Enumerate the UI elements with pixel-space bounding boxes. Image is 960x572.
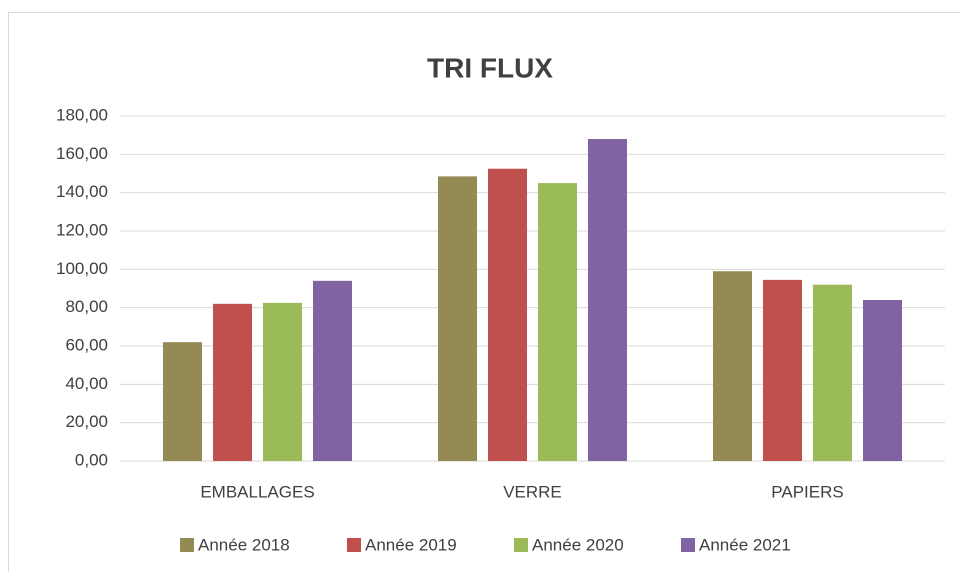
bar bbox=[263, 302, 302, 461]
legend-label: Année 2019 bbox=[365, 535, 457, 554]
x-tick-label: VERRE bbox=[503, 482, 562, 501]
legend-swatch bbox=[347, 538, 361, 552]
y-tick-label: 140,00 bbox=[56, 182, 108, 201]
bar bbox=[313, 280, 352, 461]
y-tick-label: 180,00 bbox=[56, 105, 108, 124]
y-tick-label: 20,00 bbox=[65, 412, 108, 431]
y-tick-label: 80,00 bbox=[65, 297, 108, 316]
y-tick-label: 60,00 bbox=[65, 335, 108, 354]
bar bbox=[163, 342, 202, 461]
bar bbox=[763, 279, 802, 461]
legend-label: Année 2020 bbox=[532, 535, 624, 554]
bar bbox=[213, 303, 252, 461]
bar bbox=[538, 183, 577, 462]
bar bbox=[863, 300, 902, 461]
legend-swatch bbox=[180, 538, 194, 552]
x-tick-label: PAPIERS bbox=[771, 482, 843, 501]
legend-label: Année 2018 bbox=[198, 535, 290, 554]
bar bbox=[438, 176, 477, 461]
bar bbox=[713, 271, 752, 461]
y-tick-label: 0,00 bbox=[75, 450, 108, 469]
bar bbox=[813, 284, 852, 461]
chart-title: TRI FLUX bbox=[427, 52, 553, 83]
y-tick-label: 40,00 bbox=[65, 374, 108, 393]
legend-swatch bbox=[514, 538, 528, 552]
bar bbox=[488, 168, 527, 462]
y-tick-label: 120,00 bbox=[56, 220, 108, 239]
bar bbox=[588, 139, 627, 461]
legend-label: Année 2021 bbox=[699, 535, 791, 554]
y-tick-label: 100,00 bbox=[56, 259, 108, 278]
x-tick-label: EMBALLAGES bbox=[200, 482, 314, 501]
legend-swatch bbox=[681, 538, 695, 552]
y-tick-label: 160,00 bbox=[56, 144, 108, 163]
